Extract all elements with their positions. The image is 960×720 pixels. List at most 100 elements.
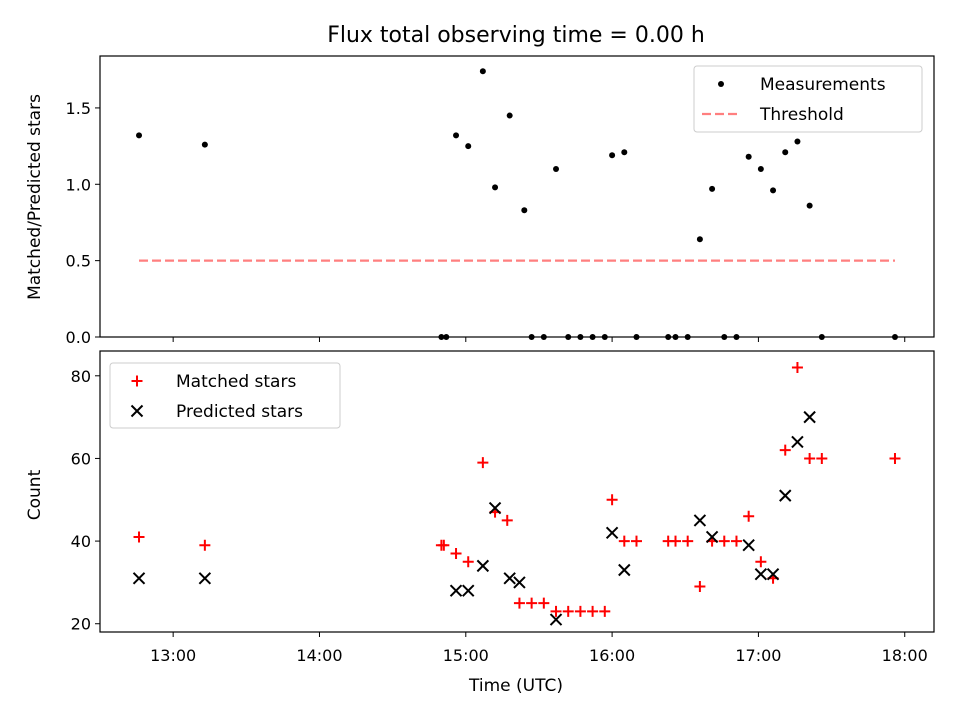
matched-star-point <box>133 531 145 543</box>
matched-star-point <box>718 535 730 547</box>
measurement-point <box>201 141 208 148</box>
measurement-point <box>709 185 716 192</box>
matched-star-point <box>682 535 694 547</box>
matched-star-point <box>804 452 816 464</box>
matched-star-point <box>730 535 742 547</box>
matched-star-point <box>670 535 682 547</box>
matched-star-point <box>462 556 474 568</box>
matched-star-point <box>743 510 755 522</box>
measurement-point <box>782 149 789 156</box>
measurement-point <box>609 152 616 159</box>
measurement-point <box>621 149 628 156</box>
predicted-star-point <box>132 572 146 585</box>
matched-star-point <box>618 535 630 547</box>
legend-label: Matched stars <box>176 372 296 392</box>
top-chart-title: Flux total observing time = 0.00 h <box>327 23 705 48</box>
matched-star-point <box>438 539 450 551</box>
predicted-star-point <box>549 613 563 626</box>
top-y-axis-label: Matched/Predicted stars <box>25 94 45 300</box>
predicted-star-point <box>462 584 475 597</box>
measurement-point <box>479 68 486 75</box>
predicted-star-point <box>705 530 719 544</box>
legend-label: Measurements <box>760 75 886 95</box>
matched-star-point <box>574 605 586 617</box>
matched-star-point <box>587 605 599 617</box>
measurement-point <box>506 112 513 119</box>
measurement-point <box>553 166 560 173</box>
legend-measurements-marker <box>718 81 724 87</box>
measurement-point <box>696 236 703 243</box>
predicted-star-point <box>754 567 768 581</box>
predicted-star-point <box>693 514 707 527</box>
matched-star-point <box>550 605 562 617</box>
matched-star-point <box>755 556 767 568</box>
top-legend-box <box>693 65 923 133</box>
measurement-point <box>521 207 528 214</box>
matched-star-point <box>791 362 803 374</box>
measurement-point <box>465 143 472 150</box>
predicted-star-point <box>488 501 502 515</box>
matched-star-point <box>694 581 706 593</box>
bottom-y-axis-label: Count <box>25 469 45 520</box>
x-axis-label: Time (UTC) <box>468 676 563 696</box>
bottom-legend-box <box>109 362 341 429</box>
top-legend: Measurements Threshold <box>693 65 923 133</box>
measurement-point <box>136 132 143 139</box>
top-y-tick-label: 1.0 <box>66 175 91 194</box>
matched-star-point <box>562 605 574 617</box>
matched-star-point <box>477 457 489 469</box>
predicted-star-point <box>779 489 792 502</box>
x-tick-label: 18:00 <box>882 646 928 665</box>
matched-star-point <box>538 597 550 609</box>
measurement-point <box>794 138 801 145</box>
predicted-star-point <box>803 410 816 424</box>
legend-label: Threshold <box>759 105 844 125</box>
bottom-plot-area: 20 40 60 80 13:00 14:00 15:00 16:00 17:00 18:00 <box>71 350 935 665</box>
bottom-axes-frame <box>99 350 935 633</box>
x-tick-label: 14:00 <box>296 646 342 665</box>
bottom-y-tick-label: 40 <box>71 532 91 551</box>
measurement-point <box>492 184 499 191</box>
measurement-point <box>453 132 460 139</box>
bottom-y-tick-label: 60 <box>71 449 91 468</box>
measurement-point <box>770 187 777 194</box>
bottom-legend: Matched stars Predicted stars <box>109 362 341 429</box>
matched-star-point <box>606 494 618 506</box>
matched-star-point <box>599 605 611 617</box>
predicted-star-point <box>605 526 619 540</box>
legend-predicted-marker <box>130 404 144 418</box>
matched-star-point <box>501 514 513 526</box>
predicted-star-point <box>198 572 212 585</box>
legend-matched-marker <box>131 375 143 387</box>
predicted-star-point <box>618 563 631 577</box>
top-y-tick-label: 0.0 <box>66 328 91 347</box>
predicted-star-point <box>476 559 490 573</box>
matched-star-point <box>889 452 901 464</box>
top-y-tick-label: 0.5 <box>66 252 91 271</box>
matched-star-point <box>199 539 211 551</box>
matched-star-point <box>526 597 538 609</box>
predicted-star-point <box>742 539 755 552</box>
top-axes-frame <box>99 55 935 338</box>
measurement-point <box>806 202 813 209</box>
top-y-tick-label: 1.5 <box>66 99 91 118</box>
matched-star-point <box>513 597 525 609</box>
matched-star-point <box>816 452 828 464</box>
matched-star-point <box>450 547 462 559</box>
bottom-y-tick-label: 20 <box>71 615 91 634</box>
x-tick-label: 17:00 <box>735 646 781 665</box>
predicted-star-point <box>791 435 804 449</box>
x-tick-label: 15:00 <box>443 646 489 665</box>
predicted-star-point <box>449 584 463 597</box>
x-tick-label: 13:00 <box>150 646 196 665</box>
predicted-star-point <box>513 576 526 589</box>
x-tick-label: 16:00 <box>589 646 635 665</box>
predicted-star-point <box>503 572 516 585</box>
matched-star-point <box>779 444 791 456</box>
measurement-point <box>757 166 764 173</box>
top-plot-area: 0.0 0.5 1.0 1.5 <box>66 55 935 347</box>
predicted-star-point <box>766 567 780 581</box>
matched-star-point <box>630 535 642 547</box>
measurement-point <box>745 153 752 160</box>
